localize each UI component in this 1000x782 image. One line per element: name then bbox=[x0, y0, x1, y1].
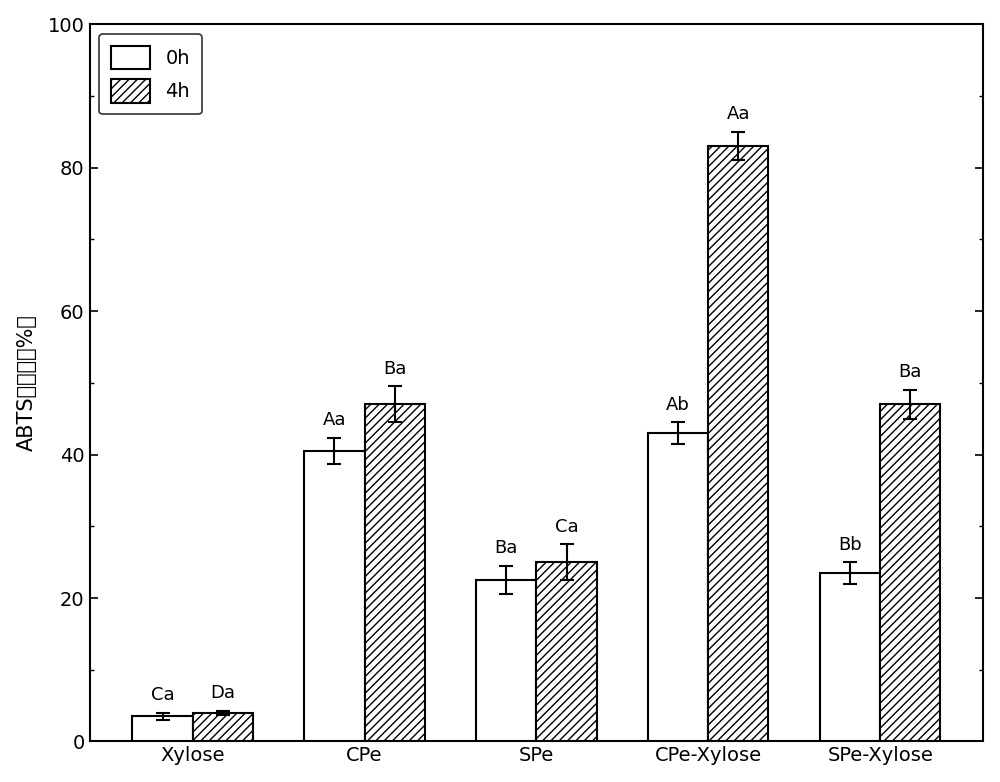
Bar bbox=[365, 404, 425, 741]
Text: Aa: Aa bbox=[727, 105, 750, 123]
Bar bbox=[132, 716, 193, 741]
Bar bbox=[193, 712, 253, 741]
Text: Bb: Bb bbox=[838, 536, 862, 554]
Bar bbox=[648, 433, 708, 741]
Text: Ca: Ca bbox=[151, 686, 174, 704]
Bar bbox=[880, 404, 940, 741]
Bar bbox=[476, 580, 536, 741]
Text: Aa: Aa bbox=[323, 411, 346, 429]
Y-axis label: ABTS清除率（%）: ABTS清除率（%） bbox=[17, 314, 37, 451]
Bar bbox=[820, 573, 880, 741]
Text: Ba: Ba bbox=[899, 364, 922, 382]
Text: Ab: Ab bbox=[666, 396, 690, 414]
Bar bbox=[536, 562, 597, 741]
Text: Ba: Ba bbox=[495, 539, 518, 557]
Bar bbox=[304, 451, 365, 741]
Text: Ca: Ca bbox=[555, 518, 578, 536]
Bar bbox=[708, 146, 768, 741]
Text: Da: Da bbox=[210, 684, 235, 702]
Legend: 0h, 4h: 0h, 4h bbox=[99, 34, 202, 114]
Text: Ba: Ba bbox=[383, 360, 406, 378]
